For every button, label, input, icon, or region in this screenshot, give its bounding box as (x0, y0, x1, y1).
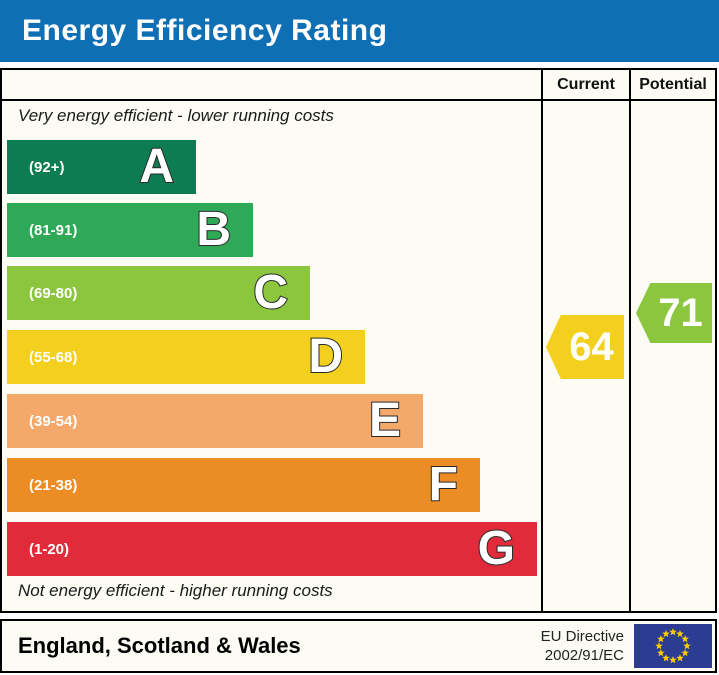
band-row-c: (69-80) C (7, 265, 310, 320)
band-letter: B (195, 202, 232, 257)
band-letter: G (477, 521, 516, 576)
band-range-label: (39-54) (29, 412, 78, 430)
band-row-b: (81-91) B (7, 202, 253, 257)
band-row-a: (92+) A (7, 139, 196, 194)
footer-bar: England, Scotland & Wales EU Directive 2… (0, 619, 717, 673)
current-rating-value: 64 (569, 324, 614, 369)
band-row-d: (55-68) D (7, 329, 365, 384)
top-note: Very energy efficient - lower running co… (18, 106, 334, 125)
band-range-label: (21-38) (29, 476, 78, 494)
band-letter: F (428, 457, 459, 512)
eu-directive-label: EU Directive 2002/91/EC (540, 627, 624, 665)
band-row-g: (1-20) G (7, 521, 537, 576)
band-letter: C (252, 265, 289, 320)
band-range-label: (55-68) (29, 348, 78, 366)
potential-rating-pointer: 71 (636, 283, 712, 343)
potential-rating-value: 71 (658, 290, 703, 335)
band-letter: E (368, 393, 402, 448)
bottom-note: Not energy efficient - higher running co… (18, 581, 333, 600)
band-row-f: (21-38) F (7, 457, 480, 512)
current-column-divider (541, 70, 543, 611)
band-range-label: (92+) (29, 158, 65, 176)
potential-column-divider (629, 70, 631, 611)
band-letter: A (138, 139, 175, 194)
title-bar: Energy Efficiency Rating (0, 0, 719, 62)
band-range-label: (69-80) (29, 284, 78, 302)
current-column-header: Current (557, 76, 615, 93)
band-letter: D (307, 329, 344, 384)
rating-table: Current Potential Very energy efficient … (0, 68, 717, 613)
potential-column-header: Potential (639, 76, 707, 93)
region-label: England, Scotland & Wales (18, 633, 301, 658)
band-row-e: (39-54) E (7, 393, 423, 448)
page-title: Energy Efficiency Rating (22, 14, 388, 47)
band-range-label: (81-91) (29, 221, 78, 239)
band-range-label: (1-20) (29, 540, 70, 558)
eu-flag-icon (634, 624, 712, 668)
current-rating-pointer: 64 (546, 315, 624, 379)
header-rule (2, 99, 715, 101)
